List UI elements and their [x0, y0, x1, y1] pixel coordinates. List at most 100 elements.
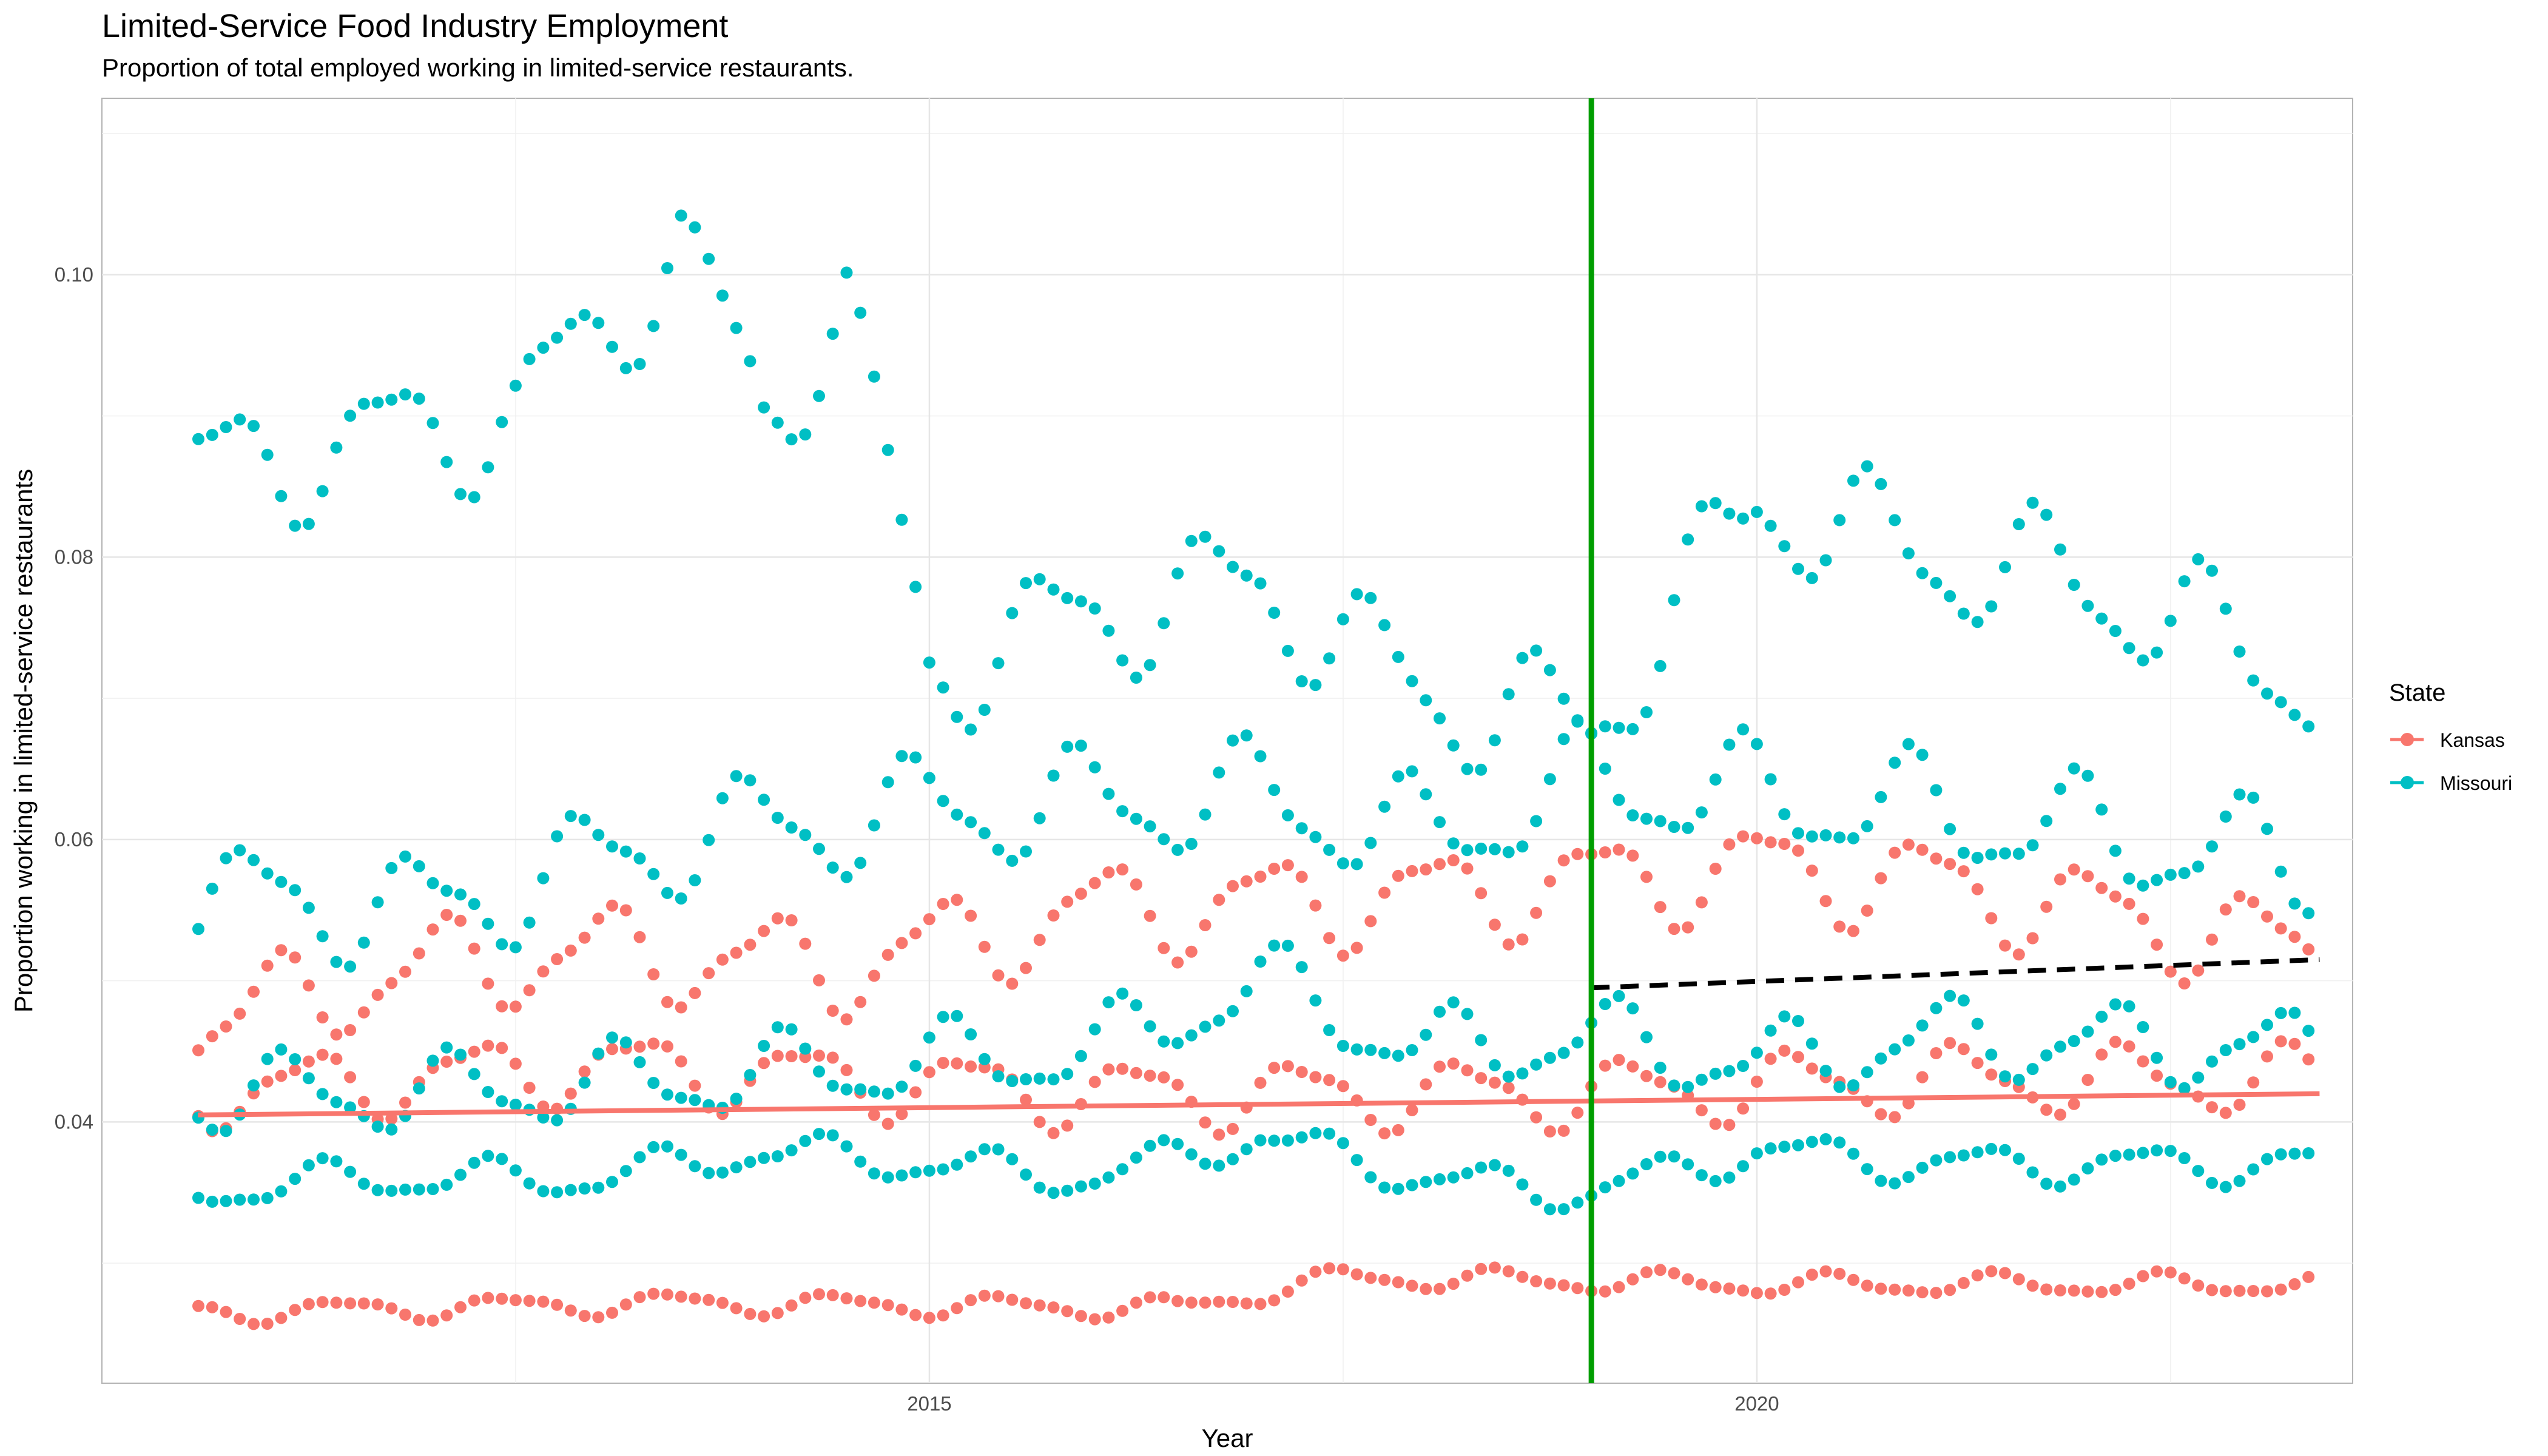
data-point-missouri — [1420, 694, 1432, 707]
data-point-missouri — [1833, 1136, 1846, 1149]
data-point-missouri — [1764, 1024, 1777, 1037]
data-point-kansas — [785, 1299, 798, 1312]
data-point-missouri — [854, 1155, 867, 1168]
data-point-missouri — [1006, 854, 1019, 867]
data-point-kansas — [937, 1057, 949, 1069]
data-point-missouri — [1889, 1177, 1901, 1190]
data-point-missouri — [1847, 1079, 1859, 1091]
data-point-missouri — [1889, 514, 1901, 527]
data-point-missouri — [302, 902, 315, 914]
data-point-kansas — [1130, 1296, 1142, 1309]
data-point-missouri — [2109, 998, 2122, 1011]
data-point-missouri — [1102, 787, 1115, 800]
data-point-missouri — [619, 1036, 632, 1049]
data-point-missouri — [1916, 749, 1929, 761]
data-point-kansas — [2261, 1285, 2273, 1298]
data-point-missouri — [1116, 654, 1129, 667]
data-point-kansas — [1737, 1284, 1750, 1297]
data-point-kansas — [440, 909, 453, 921]
data-point-kansas — [1295, 871, 1308, 883]
data-point-kansas — [261, 959, 274, 972]
data-point-missouri — [537, 1111, 550, 1124]
data-point-kansas — [1074, 1310, 1087, 1323]
data-point-missouri — [1323, 843, 1336, 856]
data-point-missouri — [840, 266, 853, 279]
data-point-missouri — [371, 396, 384, 409]
data-point-missouri — [2192, 1071, 2205, 1084]
data-point-kansas — [1447, 854, 1460, 866]
data-point-missouri — [1875, 477, 1887, 490]
data-point-missouri — [1420, 1176, 1432, 1188]
data-point-missouri — [895, 1080, 908, 1093]
data-point-missouri — [1737, 1160, 1750, 1173]
data-point-missouri — [496, 1095, 508, 1108]
data-point-kansas — [1350, 942, 1363, 954]
data-point-kansas — [1613, 843, 1625, 856]
data-point-kansas — [1281, 1286, 1294, 1298]
data-point-missouri — [1213, 545, 1225, 558]
data-point-kansas — [1571, 1107, 1584, 1119]
data-point-missouri — [1764, 773, 1777, 786]
data-point-missouri — [1461, 1008, 1474, 1020]
data-point-missouri — [868, 370, 880, 383]
data-point-missouri — [206, 428, 218, 441]
data-point-kansas — [1626, 1273, 1639, 1286]
data-point-missouri — [771, 1021, 784, 1034]
data-point-kansas — [385, 1113, 398, 1125]
data-point-missouri — [2247, 674, 2260, 687]
data-point-missouri — [1309, 1127, 1322, 1139]
data-point-missouri — [1364, 837, 1377, 849]
data-point-missouri — [220, 1195, 232, 1207]
data-point-kansas — [992, 969, 1005, 982]
data-point-kansas — [482, 977, 494, 990]
data-point-missouri — [1571, 714, 1584, 727]
data-point-missouri — [578, 309, 591, 322]
data-point-kansas — [1516, 933, 1529, 946]
data-point-kansas — [482, 1292, 494, 1304]
data-point-missouri — [1281, 939, 1294, 952]
data-point-missouri — [854, 306, 867, 319]
data-point-missouri — [1088, 1023, 1101, 1036]
data-point-missouri — [1074, 740, 1087, 752]
data-point-kansas — [1006, 1293, 1019, 1306]
data-point-missouri — [1543, 773, 1556, 786]
data-point-kansas — [371, 988, 384, 1001]
data-point-missouri — [1447, 739, 1460, 752]
data-point-kansas — [1158, 942, 1170, 954]
data-point-missouri — [2026, 1166, 2039, 1179]
data-point-missouri — [1626, 1167, 1639, 1180]
data-point-missouri — [1227, 734, 1239, 747]
data-point-missouri — [330, 441, 343, 454]
data-point-missouri — [1613, 1175, 1625, 1187]
data-point-missouri — [2151, 1051, 2163, 1064]
data-point-missouri — [730, 770, 743, 783]
data-point-kansas — [1061, 895, 1074, 908]
data-point-missouri — [1723, 738, 1736, 751]
data-point-missouri — [275, 490, 288, 502]
trend-line-missouri — [1591, 957, 2320, 991]
data-point-missouri — [2288, 709, 2301, 721]
data-point-kansas — [220, 1306, 232, 1318]
data-point-missouri — [1144, 820, 1156, 833]
data-point-kansas — [647, 1037, 660, 1050]
data-point-kansas — [2068, 1097, 2080, 1110]
x-axis-title: Year — [1202, 1424, 1253, 1452]
data-point-kansas — [1227, 1296, 1239, 1308]
data-point-kansas — [716, 1296, 729, 1309]
data-point-missouri — [482, 1150, 494, 1162]
data-point-missouri — [1847, 1147, 1859, 1160]
data-point-missouri — [1102, 1171, 1115, 1184]
data-point-kansas — [937, 898, 949, 910]
data-point-missouri — [1006, 1075, 1019, 1087]
data-point-missouri — [1406, 765, 1418, 778]
data-point-missouri — [1281, 644, 1294, 657]
data-point-missouri — [1778, 1010, 1791, 1023]
data-point-kansas — [675, 1001, 687, 1014]
data-point-missouri — [1530, 1193, 1543, 1206]
data-point-missouri — [2081, 599, 2094, 612]
data-point-missouri — [1613, 721, 1625, 734]
data-point-missouri — [2095, 803, 2108, 816]
data-point-missouri — [1185, 534, 1198, 547]
data-point-kansas — [2274, 1283, 2287, 1296]
x-axis-ticks: 2015 2020 — [907, 1392, 1779, 1415]
